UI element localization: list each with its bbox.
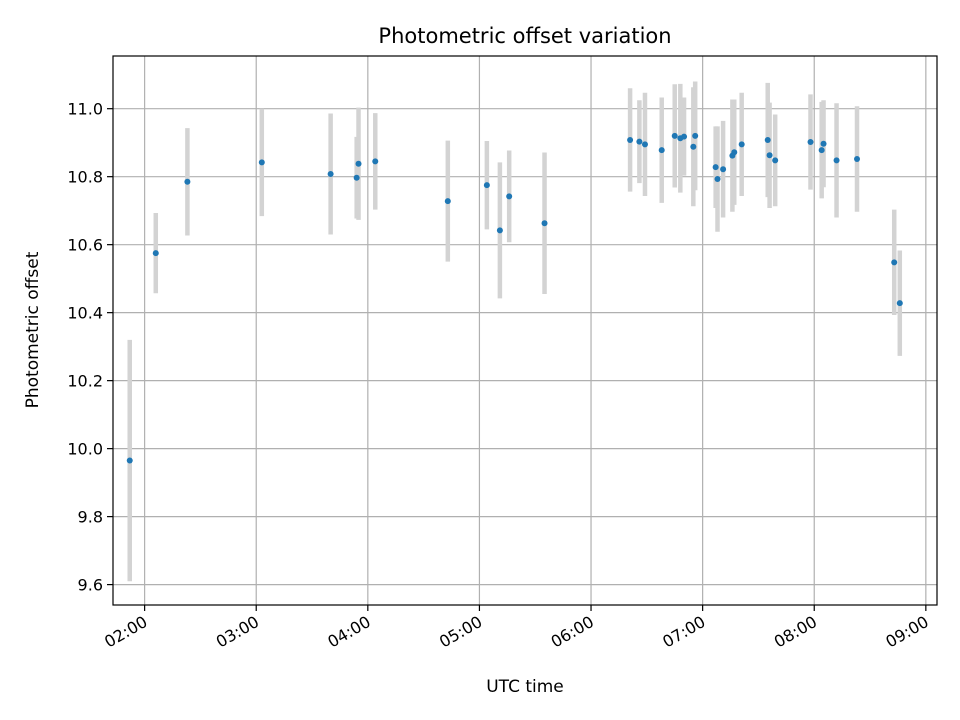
y-tick-label: 9.6 xyxy=(78,576,103,595)
data-point xyxy=(766,152,773,159)
data-point xyxy=(820,140,827,147)
data-point xyxy=(541,220,548,227)
y-tick-label: 10.2 xyxy=(67,372,103,391)
y-tick-label: 10.8 xyxy=(67,168,103,187)
data-point xyxy=(353,174,360,181)
y-tick-label: 9.8 xyxy=(78,508,103,527)
data-point xyxy=(690,143,697,150)
data-point xyxy=(671,132,678,139)
data-point xyxy=(627,136,634,143)
plot-frame xyxy=(112,55,938,606)
data-point xyxy=(681,133,688,140)
data-point xyxy=(506,193,513,200)
data-points xyxy=(126,132,903,464)
data-point xyxy=(483,182,490,189)
y-tick-label: 10.4 xyxy=(67,304,103,323)
data-point xyxy=(772,157,779,164)
data-point xyxy=(896,300,903,307)
data-point xyxy=(854,156,861,163)
y-axis-label: Photometric offset xyxy=(23,251,43,408)
data-point xyxy=(444,198,451,205)
data-point xyxy=(658,147,665,154)
grid-lines xyxy=(113,56,937,605)
data-point xyxy=(372,158,379,165)
data-point xyxy=(496,227,503,234)
data-point xyxy=(720,166,727,173)
data-point xyxy=(807,139,814,146)
data-point xyxy=(712,164,719,171)
data-point xyxy=(641,141,648,148)
data-point xyxy=(764,136,771,143)
data-point xyxy=(152,250,159,257)
data-point xyxy=(692,132,699,139)
data-point xyxy=(184,178,191,185)
data-point xyxy=(258,159,265,166)
y-tick-label: 11.0 xyxy=(67,100,103,119)
chart-title: Photometric offset variation xyxy=(378,24,671,48)
data-point xyxy=(891,259,898,266)
y-tick-label: 10.0 xyxy=(67,440,103,459)
data-point xyxy=(738,141,745,148)
x-axis-label: UTC time xyxy=(486,677,564,697)
data-point xyxy=(327,170,334,177)
y-axis-ticks: 9.6 9.8 10.0 10.2 10.4 10.6 10.8 11.0 xyxy=(67,100,113,595)
data-point xyxy=(833,157,840,164)
data-point xyxy=(636,138,643,145)
data-point xyxy=(126,457,133,464)
data-point xyxy=(818,147,825,154)
data-point xyxy=(714,176,721,183)
y-tick-label: 10.6 xyxy=(67,236,103,255)
data-point xyxy=(355,160,362,167)
data-point xyxy=(731,149,738,156)
